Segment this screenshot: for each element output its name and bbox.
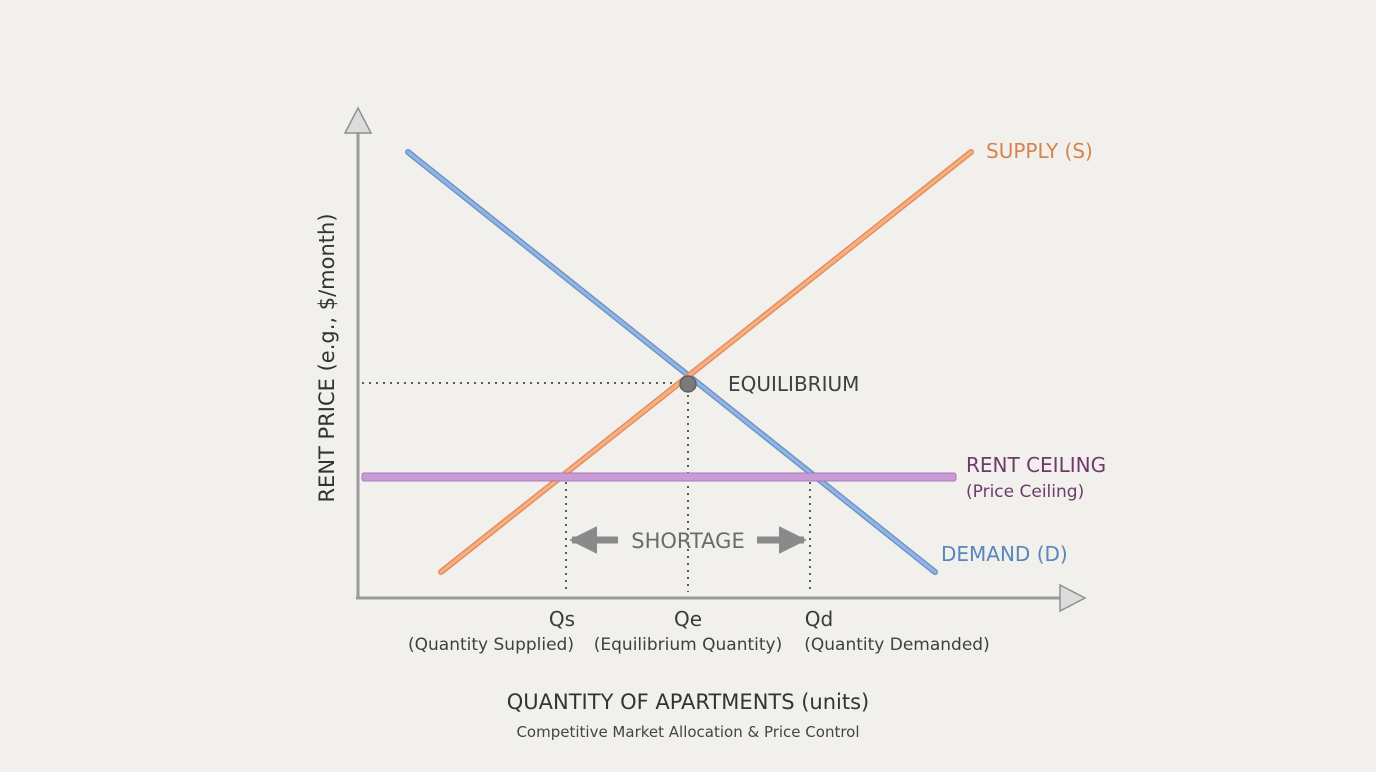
rent-ceiling-sublabel: (Price Ceiling) (966, 482, 1084, 502)
axes (343, 106, 1087, 613)
qe-sublabel: (Equilibrium Quantity) (594, 635, 782, 655)
shortage-indicator: SHORTAGE (569, 526, 807, 554)
y-axis-arrowhead (343, 106, 373, 134)
y-axis-title: RENT PRICE (e.g., $/month) (315, 213, 339, 502)
equilibrium-point (679, 375, 697, 393)
rent-ceiling-label: RENT CEILING (966, 453, 1106, 477)
equilibrium-label: EQUILIBRIUM (728, 372, 859, 396)
demand-label: DEMAND (D) (941, 542, 1068, 566)
x-axis-arrowhead (1059, 583, 1087, 613)
rent-ceiling-line (361, 472, 957, 482)
shortage-label: SHORTAGE (631, 529, 744, 553)
qd-label: Qd (805, 607, 833, 631)
x-axis-title: QUANTITY OF APARTMENTS (units) (507, 690, 870, 714)
qd-sublabel: (Quantity Demanded) (804, 635, 989, 655)
diagram-caption: Competitive Market Allocation & Price Co… (516, 723, 859, 741)
qs-sublabel: (Quantity Supplied) (408, 635, 574, 655)
guide-lines (362, 382, 811, 592)
qe-label: Qe (674, 607, 702, 631)
supply-label: SUPPLY (S) (986, 139, 1093, 163)
qs-label: Qs (549, 607, 575, 631)
